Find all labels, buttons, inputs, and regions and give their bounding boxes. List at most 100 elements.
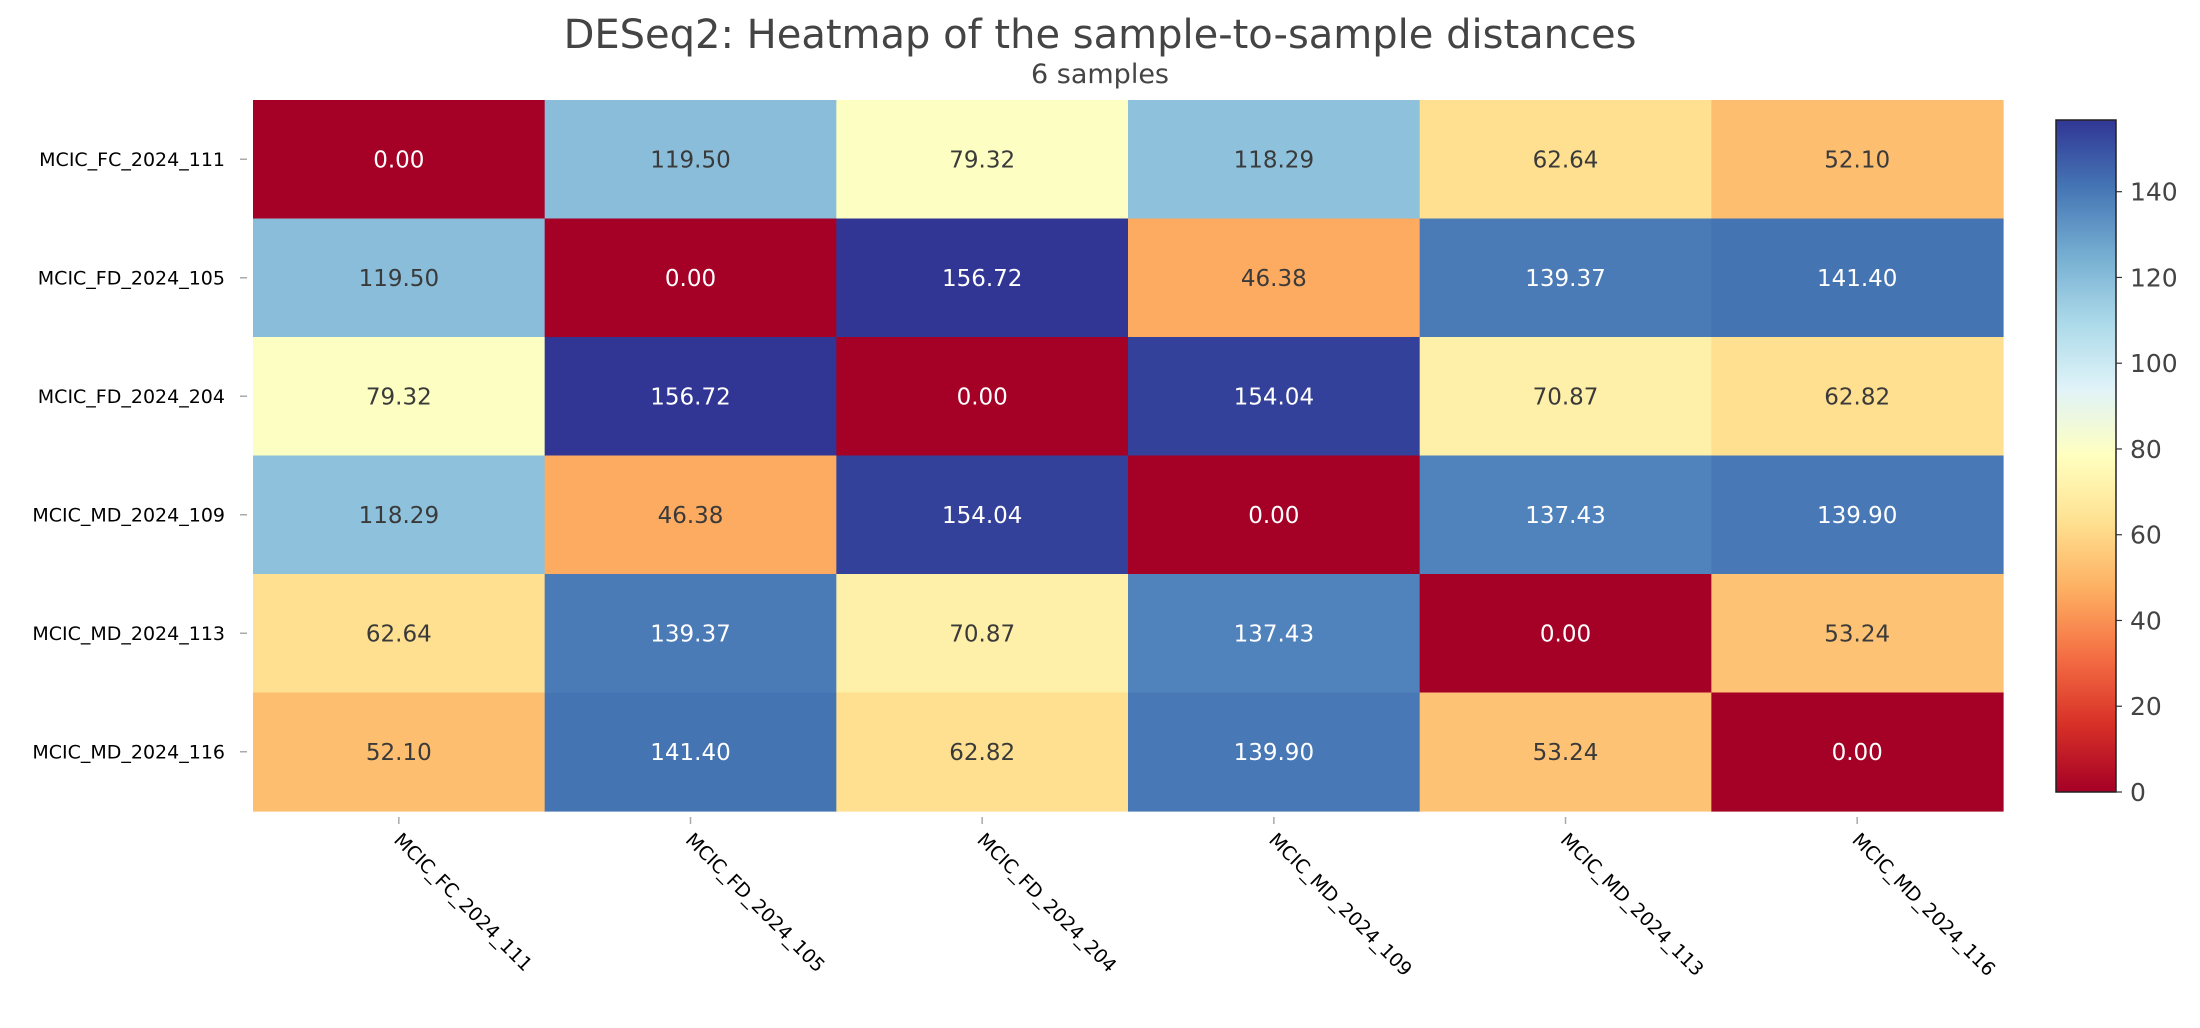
colorbar-tick-label: 100 xyxy=(2130,349,2178,378)
cell-value-label: 62.64 xyxy=(366,621,432,647)
column-label: MCIC_MD_2024_109 xyxy=(1264,829,1416,981)
heatmap-cell xyxy=(253,574,546,694)
heatmap-cell xyxy=(1128,100,1421,220)
cell-value-label: 139.37 xyxy=(1525,266,1605,292)
heatmap-cell xyxy=(253,455,546,575)
heatmap-cell xyxy=(1711,574,2004,694)
heatmap-cell xyxy=(544,455,837,575)
cell-value-label: 137.43 xyxy=(1234,621,1314,647)
cell-value-label: 118.29 xyxy=(1234,147,1314,173)
colorbar-tick-label: 120 xyxy=(2130,263,2178,292)
heatmap-cell xyxy=(253,337,546,457)
cell-value-label: 0.00 xyxy=(1540,621,1591,647)
cell-value-label: 118.29 xyxy=(359,503,439,529)
cell-value-label: 139.90 xyxy=(1817,503,1897,529)
heatmap-cell xyxy=(1419,455,1712,575)
row-label: MCIC_MD_2024_116 xyxy=(32,741,225,763)
heatmap-cell xyxy=(1711,218,2004,338)
chart-subtitle: 6 samples xyxy=(1031,59,1169,90)
column-label: MCIC_MD_2024_113 xyxy=(1556,829,1708,981)
heatmap-cell xyxy=(1419,574,1712,694)
heatmap-cell xyxy=(544,337,837,457)
heatmap-cell xyxy=(1128,692,1421,812)
row-label: MCIC_MD_2024_109 xyxy=(32,504,225,526)
cell-value-label: 46.38 xyxy=(1241,266,1307,292)
heatmap-cell xyxy=(544,100,837,220)
colorbar-tick-label: 0 xyxy=(2130,778,2146,807)
heatmap-cell xyxy=(836,218,1129,338)
row-labels: MCIC_FC_2024_111 MCIC_FD_2024_105 MCIC_FD_… xyxy=(32,149,247,763)
cell-value-label: 0.00 xyxy=(1248,503,1299,529)
heatmap-cell xyxy=(1128,574,1421,694)
cell-value-label: 0.00 xyxy=(1832,740,1883,766)
heatmap-cell xyxy=(1419,218,1712,338)
row-label: MCIC_FD_2024_105 xyxy=(38,267,225,289)
heatmap-cells: 0.00 119.50 79.32 118.29 62.64 52.10 119.50 0.0… xyxy=(253,100,2004,812)
heatmap-cell xyxy=(1128,455,1421,575)
cell-value-label: 0.00 xyxy=(665,266,716,292)
cell-value-label: 119.50 xyxy=(650,147,730,173)
cell-value-label: 79.32 xyxy=(949,147,1015,173)
cell-value-label: 119.50 xyxy=(359,266,439,292)
cell-value-label: 52.10 xyxy=(1824,147,1890,173)
heatmap-cell xyxy=(836,100,1129,220)
cell-value-label: 62.64 xyxy=(1533,147,1599,173)
heatmap-cell xyxy=(836,692,1129,812)
colorbar-tick-label: 60 xyxy=(2130,521,2162,550)
cell-value-label: 156.72 xyxy=(650,384,730,410)
cell-value-label: 70.87 xyxy=(1533,384,1599,410)
heatmap-cell xyxy=(1711,455,2004,575)
heatmap-cell xyxy=(544,692,837,812)
row-label: MCIC_MD_2024_113 xyxy=(32,623,225,645)
cell-value-label: 46.38 xyxy=(658,503,724,529)
cell-value-label: 79.32 xyxy=(366,384,432,410)
cell-value-label: 53.24 xyxy=(1824,621,1890,647)
cell-value-label: 52.10 xyxy=(366,740,432,766)
heatmap-cell xyxy=(1128,218,1421,338)
cell-value-label: 0.00 xyxy=(957,384,1008,410)
colorbar-tick-label: 80 xyxy=(2130,435,2162,464)
chart-title: DESeq2: Heatmap of the sample-to-sample … xyxy=(564,12,1637,58)
colorbar-tick-label: 140 xyxy=(2130,178,2178,207)
colorbar-tick-label: 40 xyxy=(2130,606,2162,635)
heatmap-cell xyxy=(1711,100,2004,220)
cell-value-label: 154.04 xyxy=(942,503,1022,529)
heatmap-cell xyxy=(544,574,837,694)
column-labels: MCIC_FC_2024_111 MCIC_FD_2024_105 MCIC_FD_… xyxy=(389,817,1999,981)
heatmap-cell xyxy=(253,218,546,338)
row-label: MCIC_FC_2024_111 xyxy=(39,149,225,171)
cell-value-label: 154.04 xyxy=(1234,384,1314,410)
cell-value-label: 70.87 xyxy=(949,621,1015,647)
heatmap-cell xyxy=(1419,692,1712,812)
heatmap-cell xyxy=(253,100,546,220)
heatmap-cell xyxy=(836,337,1129,457)
cell-value-label: 139.90 xyxy=(1234,740,1314,766)
cell-value-label: 62.82 xyxy=(949,740,1015,766)
row-label: MCIC_FD_2024_204 xyxy=(38,386,225,408)
heatmap-cell xyxy=(1711,337,2004,457)
column-label: MCIC_FC_2024_111 xyxy=(389,829,536,976)
heatmap-cell xyxy=(836,455,1129,575)
cell-value-label: 62.82 xyxy=(1824,384,1890,410)
heatmap-cell xyxy=(1419,100,1712,220)
cell-value-label: 141.40 xyxy=(650,740,730,766)
heatmap-cell xyxy=(253,692,546,812)
cell-value-label: 0.00 xyxy=(373,147,424,173)
column-label: MCIC_MD_2024_116 xyxy=(1848,829,2000,981)
column-label: MCIC_FD_2024_204 xyxy=(973,829,1121,977)
heatmap-cell xyxy=(836,574,1129,694)
cell-value-label: 139.37 xyxy=(650,621,730,647)
heatmap-cell xyxy=(544,218,837,338)
cell-value-label: 53.24 xyxy=(1533,740,1599,766)
heatmap-cell xyxy=(1419,337,1712,457)
heatmap-cell xyxy=(1711,692,2004,812)
colorbar-gradient xyxy=(2055,119,2117,793)
colorbar: 0 20 40 60 80 100 120 140 xyxy=(2055,119,2178,807)
cell-value-label: 137.43 xyxy=(1525,503,1605,529)
cell-value-label: 156.72 xyxy=(942,266,1022,292)
column-label: MCIC_FD_2024_105 xyxy=(681,829,829,977)
cell-value-label: 141.40 xyxy=(1817,266,1897,292)
colorbar-tick-label: 20 xyxy=(2130,692,2162,721)
